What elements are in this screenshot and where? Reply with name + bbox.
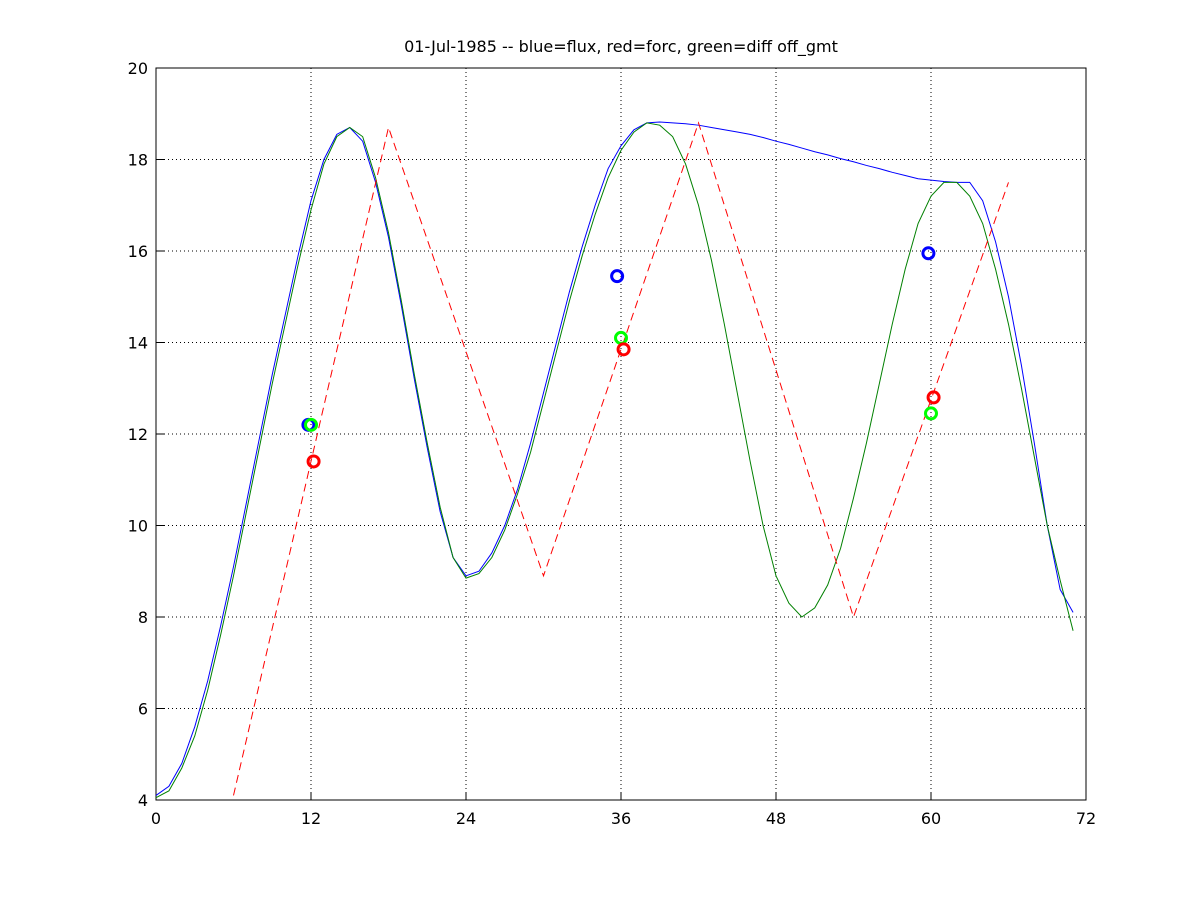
x-tick-label: 24 (456, 809, 476, 828)
x-tick-label: 12 (301, 809, 321, 828)
marker (304, 417, 318, 432)
x-tick-label: 60 (921, 809, 941, 828)
marker (610, 269, 625, 284)
x-tick-label: 0 (151, 809, 161, 828)
x-tick-label: 36 (611, 809, 631, 828)
line (155, 121, 1074, 796)
y-tick-label: 4 (138, 791, 148, 810)
marker (616, 342, 631, 357)
y-tick-label: 20 (128, 59, 148, 78)
marker (924, 406, 938, 421)
y-tick-label: 16 (128, 242, 148, 261)
marker (926, 390, 941, 405)
line (155, 122, 1074, 799)
x-tick-label: 72 (1076, 809, 1096, 828)
y-tick-label: 10 (128, 517, 148, 536)
x-tick-label: 48 (766, 809, 786, 828)
y-tick-label: 18 (128, 151, 148, 170)
y-tick-label: 8 (138, 608, 148, 627)
marker (306, 454, 321, 469)
axes-box (155, 67, 1087, 801)
y-tick-label: 14 (128, 334, 148, 353)
marker (921, 246, 936, 261)
chart-title: 01-Jul-1985 -- blue=flux, red=forc, gree… (404, 37, 838, 57)
y-tick-label: 12 (128, 425, 148, 444)
y-tick-label: 6 (138, 700, 148, 719)
